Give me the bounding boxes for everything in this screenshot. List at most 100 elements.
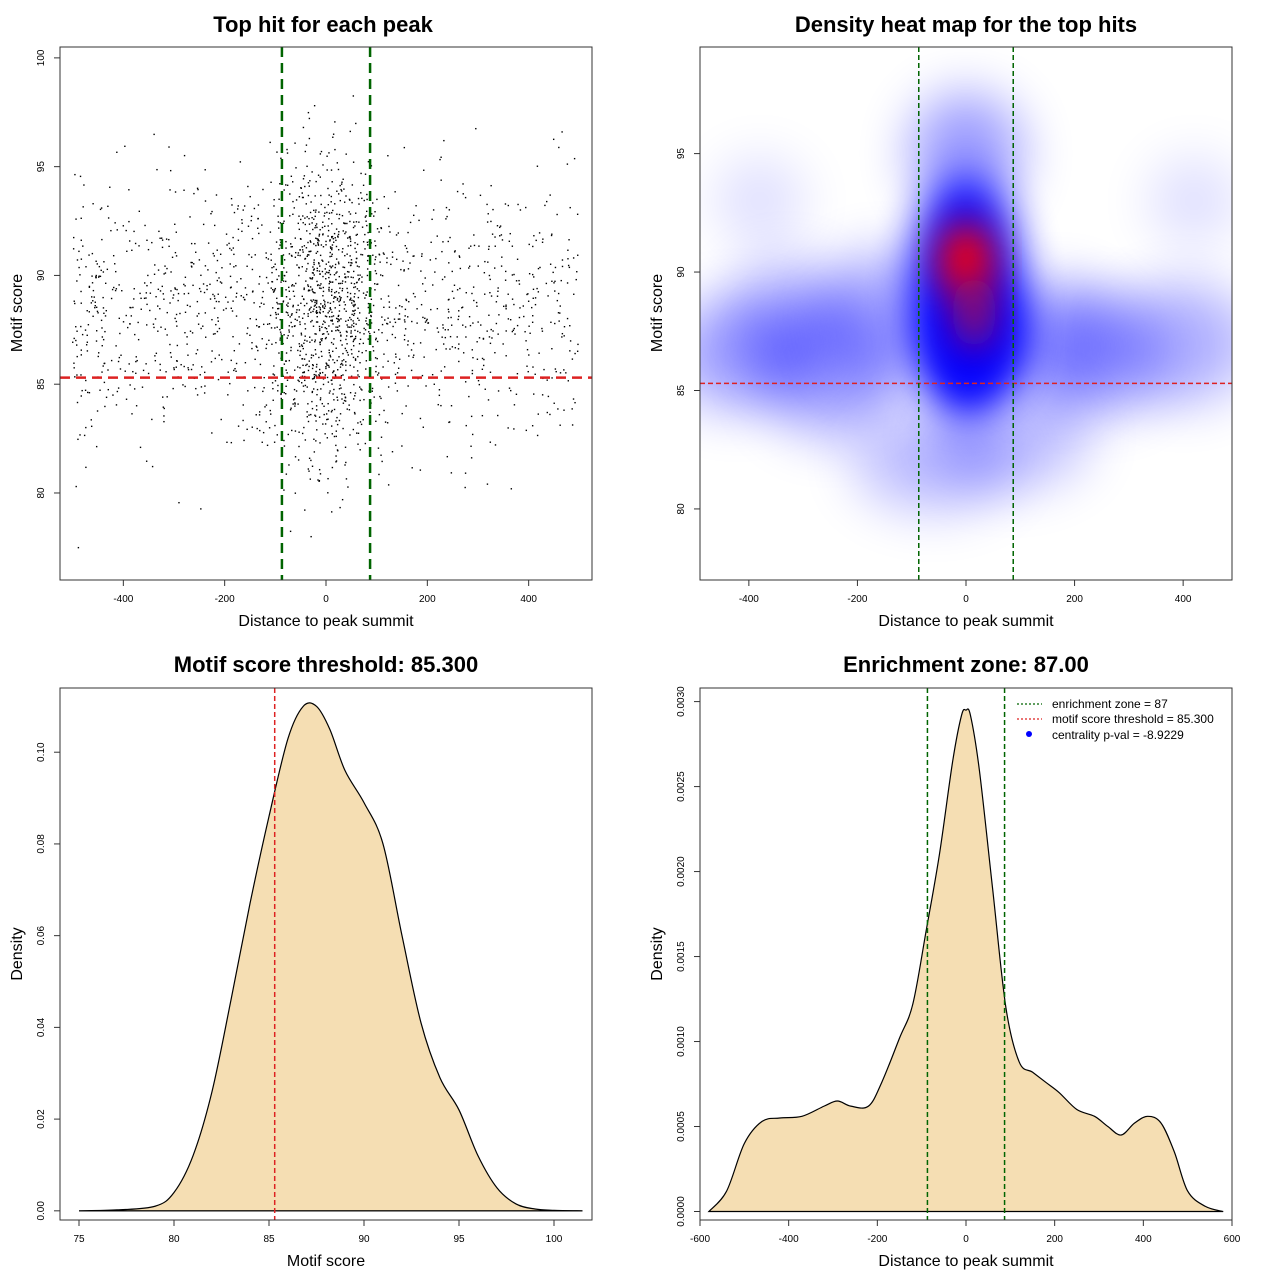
- scatter-point: [218, 300, 220, 303]
- scatter-point: [526, 293, 528, 296]
- scatter-point: [381, 378, 383, 380]
- scatter-point: [163, 298, 165, 300]
- scatter-point: [470, 245, 472, 247]
- scatter-point: [308, 185, 310, 187]
- scatter-point: [350, 335, 352, 338]
- scatter-point: [346, 237, 349, 239]
- scatter-point: [472, 322, 474, 324]
- scatter-point: [458, 256, 461, 258]
- y-tick-label: 95: [676, 148, 687, 160]
- scatter-point: [303, 288, 305, 291]
- scatter-point: [566, 282, 569, 284]
- scatter-point: [376, 340, 379, 343]
- scatter-point: [285, 289, 287, 291]
- scatter-point: [224, 296, 227, 298]
- scatter-point: [338, 217, 340, 220]
- scatter-point: [531, 306, 533, 309]
- scatter-point: [347, 326, 349, 328]
- scatter-point: [338, 319, 340, 322]
- scatter-point: [349, 240, 352, 243]
- scatter-point: [352, 161, 355, 163]
- scatter-point: [374, 211, 376, 213]
- y-axis-ticks: 0.00000.00050.00100.00150.00200.00250.00…: [676, 686, 701, 1227]
- scatter-point: [366, 259, 369, 262]
- scatter-point: [333, 296, 336, 298]
- scatter-point: [343, 359, 345, 361]
- scatter-point: [244, 298, 246, 301]
- scatter-point: [481, 414, 484, 417]
- scatter-point: [363, 327, 365, 330]
- scatter-point: [345, 320, 347, 322]
- scatter-point: [358, 319, 360, 321]
- scatter-point: [279, 222, 282, 224]
- scatter-point: [513, 303, 515, 306]
- scatter-point: [343, 301, 345, 303]
- scatter-point: [563, 409, 565, 411]
- scatter-point: [473, 299, 475, 302]
- scatter-point: [303, 358, 306, 360]
- scatter-point: [306, 165, 308, 168]
- scatter-point: [94, 301, 96, 303]
- scatter-point: [291, 313, 293, 315]
- scatter-point: [322, 295, 324, 297]
- scatter-point: [313, 373, 315, 376]
- scatter-point: [273, 374, 276, 376]
- scatter-point: [247, 225, 250, 227]
- scatter-point: [346, 222, 348, 225]
- scatter-point: [173, 367, 175, 369]
- scatter-point: [78, 250, 80, 253]
- scatter-point: [307, 262, 309, 265]
- scatter-point: [368, 331, 370, 333]
- scatter-point: [365, 368, 367, 370]
- scatter-point: [527, 293, 529, 295]
- scatter-point: [274, 424, 276, 427]
- scatter-point: [292, 213, 294, 216]
- scatter-point: [489, 291, 491, 294]
- distance-density-panel: Enrichment zone: 87.00 -600 -400 -200 0 200 4…: [649, 652, 1241, 1270]
- scatter-point: [207, 269, 209, 271]
- scatter-point: [194, 242, 196, 245]
- scatter-point: [529, 332, 531, 334]
- scatter-point: [453, 297, 455, 299]
- scatter-point: [98, 275, 100, 277]
- scatter-point: [291, 285, 293, 287]
- scatter-point: [328, 271, 330, 274]
- scatter-point: [283, 189, 285, 191]
- scatter-point: [337, 450, 339, 452]
- scatter-point: [342, 266, 344, 268]
- scatter-point: [331, 281, 333, 283]
- scatter-point: [324, 327, 326, 329]
- scatter-point: [411, 467, 413, 469]
- scatter-point: [162, 396, 164, 398]
- scatter-point: [448, 262, 450, 264]
- scatter-point: [233, 211, 236, 214]
- scatter-point: [175, 366, 177, 368]
- scatter-point: [325, 336, 327, 339]
- scatter-point: [316, 280, 318, 283]
- scatter-point: [497, 414, 499, 417]
- scatter-point: [393, 318, 396, 320]
- scatter-point: [324, 321, 326, 324]
- scatter-point: [129, 384, 131, 386]
- scatter-point: [331, 248, 333, 251]
- scatter-point: [251, 268, 254, 271]
- scatter-point: [499, 226, 501, 229]
- scatter-point: [354, 358, 357, 360]
- scatter-point: [338, 213, 341, 216]
- scatter-point: [172, 294, 175, 296]
- scatter-point: [335, 239, 337, 242]
- scatter-point: [349, 264, 352, 267]
- scatter-point: [409, 262, 411, 264]
- scatter-point: [80, 258, 83, 260]
- scatter-point: [316, 238, 318, 240]
- scatter-point: [363, 199, 365, 202]
- scatter-point: [321, 339, 323, 342]
- scatter-point: [313, 259, 315, 261]
- scatter-point: [345, 338, 347, 341]
- scatter-point: [337, 369, 339, 371]
- scatter-point: [187, 292, 190, 295]
- scatter-point: [270, 253, 272, 256]
- scatter-point: [304, 328, 307, 330]
- scatter-point: [317, 479, 319, 481]
- scatter-point: [174, 223, 176, 226]
